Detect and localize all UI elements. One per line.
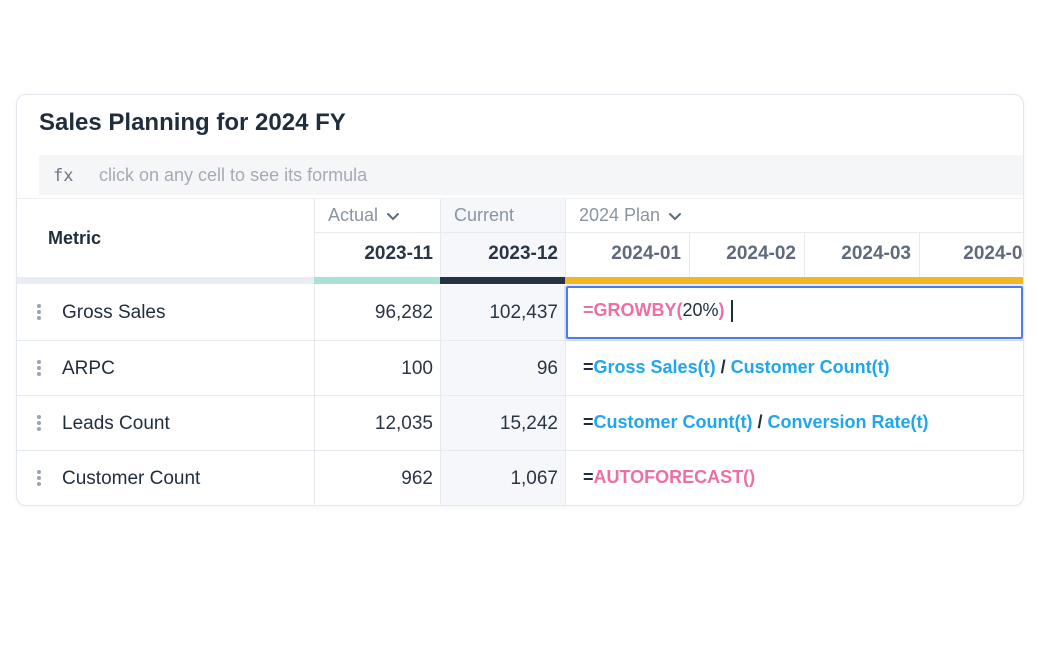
column-header[interactable]: 2024-01 (565, 233, 689, 277)
value-cell[interactable]: 100 (314, 341, 440, 395)
formula-cell[interactable]: = Gross Sales(t) / Customer Count(t) (565, 341, 1023, 395)
value-cell[interactable]: 12,035 (314, 396, 440, 450)
handle-dot (37, 366, 41, 370)
column-date: 2024-03 (841, 243, 911, 264)
cell-value: 12,035 (374, 413, 433, 434)
dropdown-chevron[interactable] (668, 212, 682, 222)
group-stripe (314, 277, 440, 284)
metric-name: Gross Sales (62, 302, 166, 323)
drag-handle[interactable] (35, 415, 43, 433)
column-group-header[interactable]: Actual (314, 199, 440, 233)
cell-value: 96 (536, 358, 558, 379)
formula: = Gross Sales(t) / Customer Count(t) (583, 357, 890, 378)
cell-value: 102,437 (489, 302, 558, 323)
selected-cell-outline (566, 286, 1023, 339)
formula-token: = (583, 357, 594, 377)
handle-dot (37, 415, 41, 419)
metric-name: ARPC (62, 358, 115, 379)
value-cell[interactable]: 96,282 (314, 285, 440, 340)
column-date: 2024-01 (611, 243, 681, 264)
column-header[interactable]: 2024-03 (804, 233, 919, 277)
handle-dot (37, 310, 41, 314)
value-cell[interactable]: 15,242 (440, 396, 565, 450)
column-group-label: 2024 Plan (579, 205, 661, 225)
row-divider (17, 340, 1023, 341)
dropdown-chevron[interactable] (386, 212, 400, 222)
column-date: 2024-04 (963, 243, 1023, 264)
formula-token: / (752, 412, 768, 432)
sheet-card: Sales Planning for 2024 FY fx click on a… (16, 94, 1024, 506)
formula-token: / (715, 357, 731, 377)
formula-token: =GROWBY( (583, 300, 683, 320)
handle-dot (37, 470, 41, 474)
formula: =GROWBY(20%) (583, 300, 733, 322)
text-cursor (730, 300, 733, 322)
formula: = AUTOFORECAST() (583, 467, 755, 488)
header-divider (17, 198, 1023, 199)
handle-dot (37, 421, 41, 425)
group-stripe (565, 277, 1023, 284)
metric-name: Customer Count (62, 468, 201, 489)
formula-cell[interactable]: =GROWBY(20%) (565, 285, 1023, 340)
value-cell[interactable]: 1,067 (440, 451, 565, 505)
drag-handle[interactable] (35, 304, 43, 322)
handle-dot (37, 476, 41, 480)
column-group-header[interactable]: 2024 Plan (565, 199, 1023, 233)
column-group-label: Current (454, 205, 515, 225)
column-header[interactable]: 2023-12 (440, 233, 565, 277)
column-date: 2023-11 (364, 243, 433, 264)
formula-token: Customer Count(t) (593, 412, 753, 432)
metric-stripe (17, 277, 314, 284)
handle-dot (37, 360, 41, 364)
formula-token: Conversion Rate(t) (767, 412, 929, 432)
column-header[interactable]: 2023-11 (314, 233, 440, 277)
handle-dot (37, 304, 41, 308)
cell-value: 96,282 (374, 302, 433, 323)
handle-dot (37, 372, 41, 376)
row-divider (17, 395, 1023, 396)
formula-token: = (583, 412, 594, 432)
formula-cell[interactable]: = AUTOFORECAST() (565, 451, 1023, 505)
formula-token: Customer Count(t) (730, 357, 890, 377)
formula-bar[interactable]: fx click on any cell to see its formula (39, 155, 1023, 195)
cell-value: 100 (401, 358, 433, 379)
formula-token: AUTOFORECAST() (593, 467, 756, 487)
formula: = Customer Count(t) / Conversion Rate(t) (583, 412, 929, 433)
formula-cell[interactable]: = Customer Count(t) / Conversion Rate(t) (565, 396, 1023, 450)
metric-name: Leads Count (62, 413, 170, 434)
value-cell[interactable]: 96 (440, 341, 565, 395)
formula-token: = (583, 467, 594, 487)
column-header[interactable]: 2024-04 (919, 233, 1023, 277)
formula-placeholder: click on any cell to see its formula (99, 165, 368, 185)
handle-dot (37, 482, 41, 486)
handle-dot (37, 427, 41, 431)
handle-dot (37, 316, 41, 320)
formula-token: Gross Sales(t) (593, 357, 716, 377)
column-group-label: Actual (328, 205, 379, 225)
group-stripe (440, 277, 565, 284)
row-divider (17, 450, 1023, 451)
drag-handle[interactable] (35, 470, 43, 488)
value-cell[interactable]: 962 (314, 451, 440, 505)
row-divider (17, 505, 1024, 506)
cell-value: 962 (401, 468, 433, 489)
formula-token: ) (718, 300, 725, 320)
column-group-header: Current (440, 199, 565, 233)
column-date: 2023-12 (488, 243, 558, 264)
cell-value: 15,242 (499, 413, 558, 434)
metric-header: Metric (48, 228, 102, 248)
value-cell[interactable]: 102,437 (440, 285, 565, 340)
column-date: 2024-02 (726, 243, 796, 264)
column-header[interactable]: 2024-02 (689, 233, 804, 277)
drag-handle[interactable] (35, 360, 43, 378)
sheet-title: Sales Planning for 2024 FY (39, 109, 346, 136)
formula-bar-label: fx (53, 166, 74, 186)
cell-value: 1,067 (510, 468, 558, 489)
formula-token: 20% (682, 300, 719, 320)
